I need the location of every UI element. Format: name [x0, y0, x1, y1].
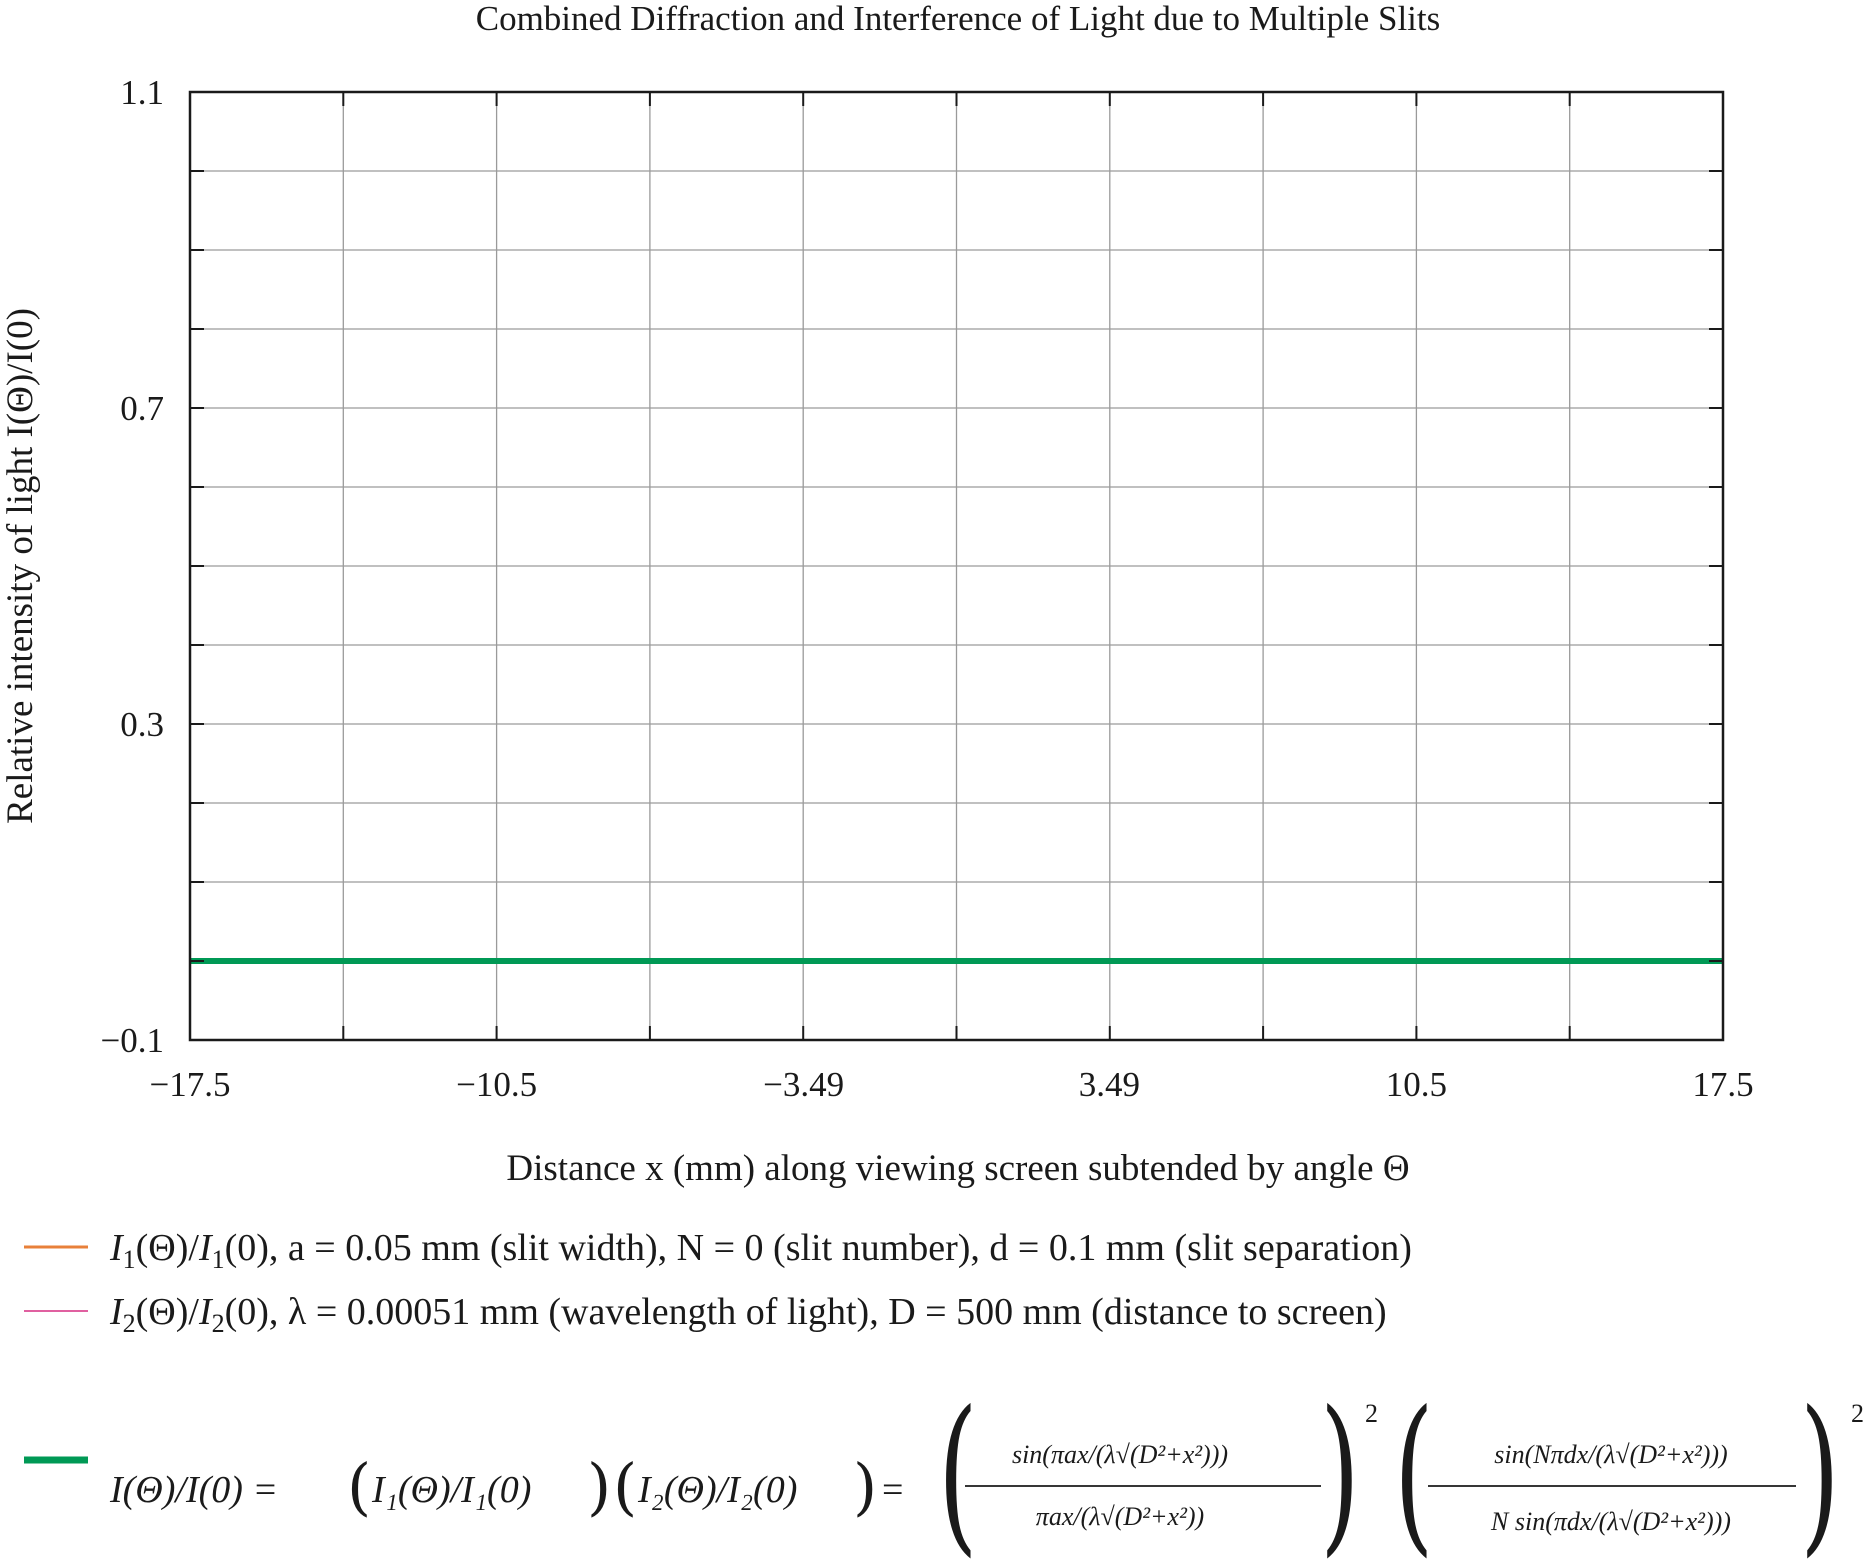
- equation-factor-1: I₁(Θ)/I₁(0): [371, 1469, 531, 1511]
- x-tick-label: 17.5: [1692, 1065, 1753, 1104]
- equation-equals: =: [882, 1469, 903, 1511]
- grid: [190, 92, 1723, 1040]
- y-tick-label: −0.1: [101, 1021, 165, 1060]
- x-tick-label: 10.5: [1386, 1065, 1447, 1104]
- equation-bigparen: ): [1320, 1376, 1360, 1567]
- equation-paren: ): [587, 1450, 611, 1523]
- y-tick-label: 0.3: [120, 705, 164, 744]
- equation-factor-2: I₂(Θ)/I₂(0): [637, 1469, 797, 1511]
- x-tick-label: −3.49: [763, 1065, 844, 1104]
- x-axis-label: Distance x (mm) along viewing screen sub…: [506, 1148, 1409, 1189]
- exponent-1: 2: [1365, 1399, 1378, 1428]
- equation-bigparen: (: [938, 1376, 978, 1567]
- x-tick-label: 3.49: [1079, 1065, 1140, 1104]
- legend-label-1: I1(Θ)/I1(0), a = 0.05 mm (slit width), N…: [109, 1227, 1412, 1274]
- y-tick-label: 0.7: [120, 389, 164, 428]
- equation-paren: (: [613, 1450, 637, 1523]
- fraction-2-numerator: sin(Nπdx/(λ√(D²+x²))): [1494, 1440, 1727, 1469]
- legend: I1(Θ)/I1(0), a = 0.05 mm (slit width), N…: [24, 1227, 1864, 1567]
- exponent-2: 2: [1851, 1399, 1864, 1428]
- fraction-1-numerator: sin(πax/(λ√(D²+x²))): [1012, 1440, 1228, 1469]
- equation-paren: (: [347, 1450, 371, 1523]
- x-tick-label: −10.5: [456, 1065, 537, 1104]
- y-axis-label: Relative intensity of light I(Θ)/I(0): [0, 308, 41, 824]
- equation-paren: ): [853, 1450, 877, 1523]
- y-tick-label: 1.1: [120, 73, 164, 112]
- legend-label-2: I2(Θ)/I2(0), λ = 0.00051 mm (wavelength …: [109, 1291, 1387, 1338]
- chart-title: Combined Diffraction and Interference of…: [476, 0, 1441, 38]
- fraction-2-denominator: N sin(πdx/(λ√(D²+x²))): [1490, 1507, 1731, 1536]
- equation-lhs: I(Θ)/I(0) =: [109, 1469, 278, 1511]
- ticks: −17.5 −10.5 −3.49 3.49 10.5 17.5 −0.1 0.3 0.7 1.1: [101, 73, 1754, 1104]
- equation-bigparen: (: [1394, 1376, 1434, 1567]
- fraction-1-denominator: πax/(λ√(D²+x²)): [1036, 1502, 1204, 1531]
- equation-bigparen: ): [1800, 1376, 1840, 1567]
- x-tick-label: −17.5: [150, 1065, 231, 1104]
- legend-equation: I(Θ)/I(0) = ( I₁(Θ)/I₁(0) ) ( I₂(Θ)/I₂(0…: [109, 1376, 1864, 1567]
